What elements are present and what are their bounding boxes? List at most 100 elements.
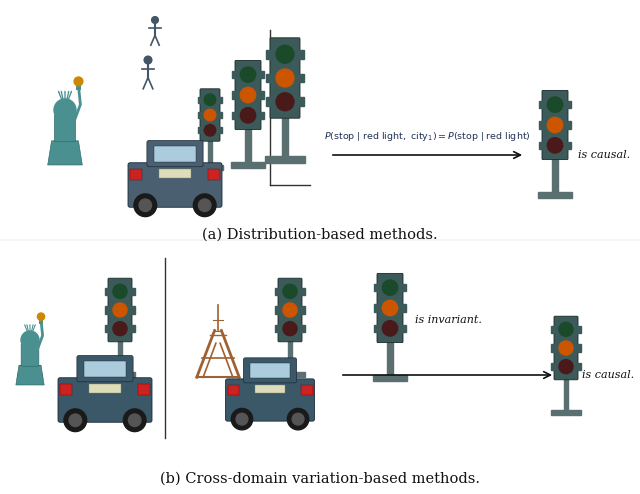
Bar: [551, 326, 555, 333]
Bar: [260, 91, 264, 99]
Bar: [52, 141, 79, 152]
Bar: [402, 304, 406, 312]
Bar: [131, 325, 135, 332]
Bar: [219, 112, 222, 118]
FancyBboxPatch shape: [542, 90, 568, 160]
Bar: [60, 384, 72, 395]
Circle shape: [236, 413, 248, 425]
Text: is causal.: is causal.: [582, 370, 634, 380]
Circle shape: [547, 138, 563, 153]
Circle shape: [283, 303, 297, 317]
Circle shape: [144, 56, 152, 64]
Bar: [260, 112, 264, 119]
Circle shape: [276, 69, 294, 87]
Bar: [159, 169, 191, 178]
Bar: [275, 288, 279, 295]
Text: is invariant.: is invariant.: [415, 315, 482, 325]
Circle shape: [204, 94, 216, 106]
Circle shape: [198, 199, 211, 211]
FancyBboxPatch shape: [108, 278, 132, 342]
Bar: [231, 162, 265, 168]
FancyBboxPatch shape: [377, 273, 403, 343]
Bar: [301, 325, 305, 332]
Bar: [76, 83, 81, 90]
Bar: [539, 121, 543, 129]
Circle shape: [37, 313, 45, 320]
FancyBboxPatch shape: [225, 379, 314, 421]
Bar: [245, 128, 251, 162]
Bar: [219, 97, 222, 103]
FancyBboxPatch shape: [243, 358, 297, 383]
Circle shape: [559, 341, 573, 355]
Bar: [19, 365, 41, 374]
FancyBboxPatch shape: [147, 140, 203, 167]
Circle shape: [241, 87, 256, 103]
FancyArrow shape: [31, 324, 34, 334]
Bar: [373, 375, 407, 381]
Bar: [275, 325, 279, 332]
Circle shape: [559, 322, 573, 336]
Bar: [198, 112, 201, 118]
Bar: [402, 325, 406, 332]
Circle shape: [113, 303, 127, 317]
Bar: [564, 379, 568, 410]
Bar: [154, 146, 196, 162]
Circle shape: [276, 45, 294, 63]
Bar: [105, 306, 109, 314]
Circle shape: [559, 360, 573, 373]
Bar: [232, 91, 236, 99]
Bar: [550, 410, 581, 415]
Bar: [89, 384, 121, 393]
Bar: [232, 112, 236, 119]
Bar: [551, 344, 555, 352]
Circle shape: [124, 409, 146, 432]
Circle shape: [241, 67, 256, 82]
Bar: [387, 341, 393, 375]
Bar: [539, 141, 543, 149]
Circle shape: [139, 199, 152, 211]
Bar: [131, 306, 135, 314]
Bar: [118, 341, 122, 371]
Bar: [208, 169, 220, 180]
FancyBboxPatch shape: [278, 278, 302, 342]
Circle shape: [134, 194, 157, 216]
Bar: [105, 325, 109, 332]
Circle shape: [292, 413, 304, 425]
Bar: [39, 319, 43, 324]
Bar: [255, 385, 285, 393]
Bar: [208, 140, 212, 165]
Bar: [130, 169, 141, 180]
Bar: [301, 288, 305, 295]
Polygon shape: [47, 141, 83, 165]
Circle shape: [241, 108, 256, 123]
Bar: [577, 344, 581, 352]
Circle shape: [64, 409, 86, 432]
Circle shape: [382, 280, 397, 295]
Circle shape: [382, 321, 397, 336]
Bar: [232, 71, 236, 79]
Bar: [17, 374, 43, 385]
Bar: [275, 306, 279, 314]
Circle shape: [152, 17, 158, 23]
Bar: [266, 74, 271, 82]
Circle shape: [54, 99, 76, 121]
Bar: [266, 50, 271, 59]
Bar: [551, 363, 555, 370]
Circle shape: [113, 322, 127, 336]
Bar: [260, 71, 264, 79]
Bar: [266, 97, 271, 106]
Bar: [567, 141, 572, 149]
Bar: [105, 288, 109, 295]
Bar: [282, 117, 288, 157]
Circle shape: [547, 117, 563, 133]
Bar: [131, 288, 135, 295]
FancyBboxPatch shape: [270, 38, 300, 118]
FancyArrow shape: [66, 90, 70, 102]
FancyArrow shape: [58, 90, 63, 103]
Circle shape: [193, 194, 216, 216]
Bar: [552, 159, 557, 192]
Bar: [138, 384, 150, 395]
FancyBboxPatch shape: [200, 89, 220, 141]
FancyArrow shape: [26, 324, 29, 334]
Bar: [266, 157, 305, 164]
